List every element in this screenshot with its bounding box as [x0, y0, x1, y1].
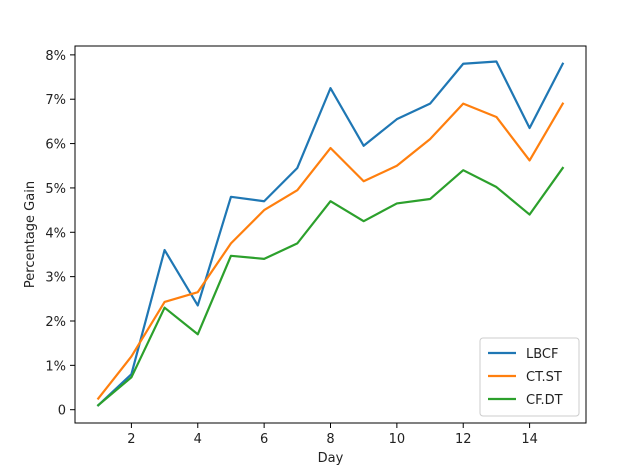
x-tick-label: 4: [194, 432, 202, 447]
x-axis: 2 4 6 8 10 12 14: [127, 423, 538, 447]
y-tick-label: 4%: [45, 226, 66, 241]
legend-box: [479, 337, 580, 417]
y-tick-label: 3%: [45, 271, 66, 286]
series-line-ct-st: [96, 102, 565, 401]
x-tick-label: 8: [326, 432, 334, 447]
y-tick-label: 2%: [45, 315, 66, 330]
series-line-lbcf: [96, 60, 565, 407]
y-tick-label: 8%: [45, 49, 66, 64]
x-tick-label: 6: [260, 432, 268, 447]
y-axis-label: Percentage Gain: [23, 181, 38, 288]
y-tick-label: 0: [58, 404, 66, 419]
x-tick-label: 14: [521, 432, 538, 447]
legend-label: CF.DT: [526, 393, 563, 408]
legend-label: LBCF: [526, 347, 559, 362]
legend: LBCF CT.ST CF.DT: [479, 337, 580, 417]
series-line-cf-dt: [96, 166, 565, 407]
x-tick-label: 10: [389, 432, 406, 447]
x-axis-label: Day: [318, 451, 344, 466]
x-tick-label: 12: [455, 432, 472, 447]
x-tick-label: 2: [127, 432, 135, 447]
legend-label: CT.ST: [526, 370, 562, 385]
y-tick-label: 5%: [45, 182, 66, 197]
y-tick-label: 6%: [45, 138, 66, 153]
y-tick-label: 1%: [45, 359, 66, 374]
y-axis: 0 1% 2% 3% 4% 5% 6% 7% 8%: [45, 49, 75, 419]
plot-marks: [96, 60, 565, 407]
y-tick-label: 7%: [45, 93, 66, 108]
